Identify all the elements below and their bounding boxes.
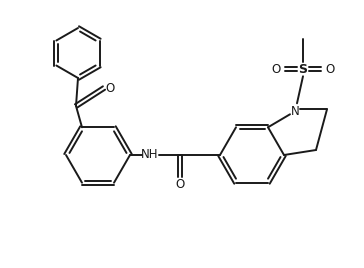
Text: O: O xyxy=(272,63,281,76)
Text: O: O xyxy=(175,177,185,191)
Text: S: S xyxy=(298,63,308,76)
Text: NH: NH xyxy=(141,148,159,162)
Text: O: O xyxy=(325,63,335,76)
Text: O: O xyxy=(105,81,115,95)
Text: N: N xyxy=(290,105,299,118)
